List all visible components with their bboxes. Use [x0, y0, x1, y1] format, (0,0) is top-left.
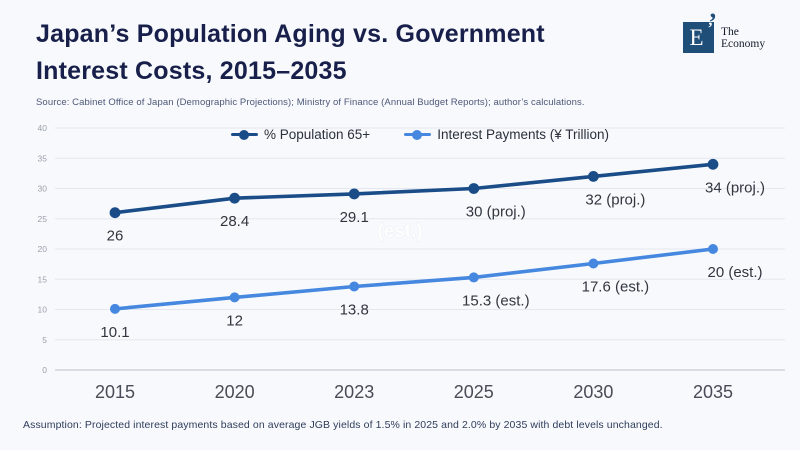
data-point [229, 192, 241, 204]
data-label: 10.1 [100, 324, 129, 341]
data-point [588, 171, 599, 182]
x-axis-tick-label: 2015 [95, 382, 135, 402]
y-axis-tick-label: 5 [42, 335, 47, 345]
page-title-line1: Japan’s Population Aging vs. Government [36, 20, 545, 48]
data-point [229, 292, 240, 303]
ghost-est-label: (est.) [377, 221, 422, 242]
data-point [110, 303, 120, 314]
data-point [349, 281, 360, 292]
data-label: 15.3 (est.) [462, 292, 530, 309]
legend-line-marker-icon [230, 129, 258, 140]
assumption-note: Assumption: Projected interest payments … [23, 419, 663, 431]
legend-label: Interest Payments (¥ Trillion) [437, 127, 610, 142]
legend-dot-icon [238, 129, 249, 140]
data-label: 30 (proj.) [466, 204, 526, 221]
data-label: 26 [107, 228, 124, 245]
y-axis-tick-label: 0 [42, 365, 47, 375]
page-title: Japan’s Population Aging vs. Government … [36, 16, 545, 90]
data-label: 29.1 [340, 209, 369, 226]
quote-flourish-icon: ’ [708, 8, 717, 37]
data-label: 28.4 [220, 213, 249, 230]
y-axis-tick-label: 15 [38, 274, 48, 284]
chart-legend: % Population 65+ Interest Payments (¥ Tri… [55, 127, 785, 142]
data-point [707, 158, 719, 170]
data-label: 34 (proj.) [705, 179, 765, 196]
legend-item: Interest Payments (¥ Trillion) [404, 127, 609, 142]
legend-item: % Population 65+ [230, 127, 371, 142]
legend-label: % Population 65+ [263, 127, 371, 142]
y-axis-tick-label: 35 [38, 153, 48, 163]
x-axis-tick-label: 2030 [573, 382, 613, 402]
y-axis-tick-label: 30 [38, 184, 48, 194]
legend-line-marker-icon [404, 129, 432, 140]
source-note: Source: Cabinet Office of Japan (Demogra… [36, 97, 585, 108]
x-axis-tick-label: 2025 [454, 382, 494, 402]
data-point [348, 188, 360, 200]
data-point [468, 183, 480, 194]
data-label: 32 (proj.) [585, 191, 645, 208]
y-axis-tick-label: 10 [38, 305, 48, 315]
y-axis-tick-label: 25 [38, 214, 48, 224]
data-point [708, 244, 718, 254]
brand-logo-name: The Economy [721, 22, 765, 50]
data-point [588, 258, 599, 269]
x-axis-tick-label: 2020 [215, 382, 255, 402]
series-line-interest [113, 247, 715, 311]
data-label: 12 [226, 312, 243, 329]
brand-logo: E ’ ’ The Economy [683, 8, 765, 53]
brand-name-line2: Economy [721, 38, 766, 50]
x-axis-tick-label: 2035 [693, 382, 733, 402]
data-label: 20 (est.) [707, 264, 762, 281]
x-axis-tick-label: 2023 [334, 382, 374, 402]
data-point [109, 207, 121, 219]
data-label: 13.8 [340, 302, 369, 319]
brand-logo-mark: E ’ ’ [683, 8, 717, 53]
data-point [468, 272, 479, 283]
y-axis-tick-label: 20 [38, 244, 48, 254]
legend-dot-icon [412, 129, 423, 140]
data-label: 17.6 (est.) [582, 279, 650, 296]
brand-name-line1: The [721, 26, 739, 38]
quote-cutout-icon: ’ [707, 20, 713, 37]
page-title-line2: Interest Costs, 2015–2035 [36, 57, 347, 85]
series-line-population [113, 162, 715, 215]
y-axis-tick-label: 40 [38, 123, 48, 133]
brand-logo-letter: E [689, 24, 704, 50]
